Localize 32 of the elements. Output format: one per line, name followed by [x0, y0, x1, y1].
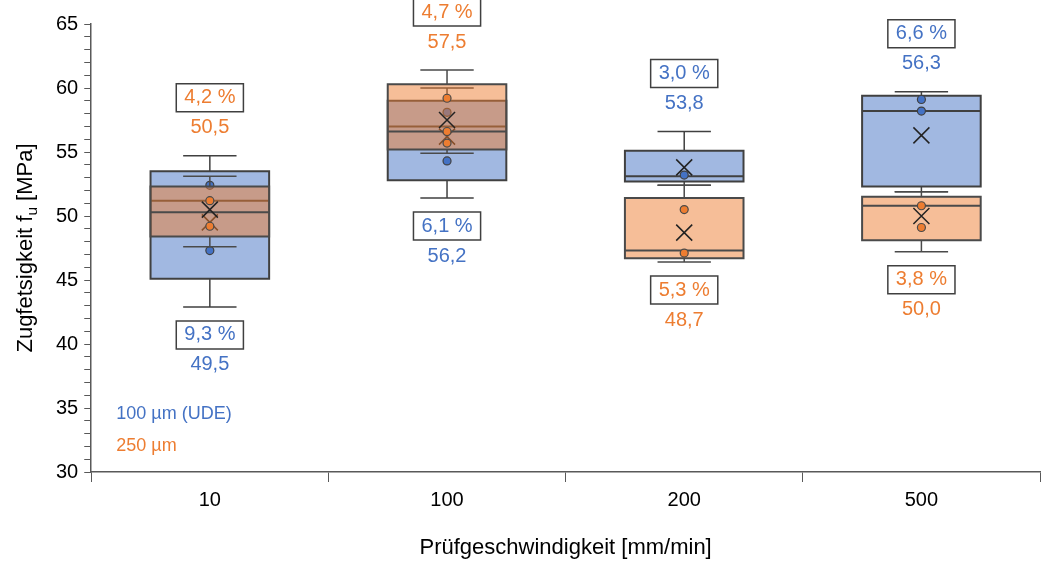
y-tick-label: 30 [56, 459, 79, 482]
y-tick-label: 40 [56, 331, 79, 354]
annotation: 57,5 [427, 29, 467, 52]
annotation: 6,1 % [421, 213, 473, 236]
annotation: 56,2 [427, 243, 467, 266]
annotation: 4,2 % [184, 85, 236, 108]
annotation: 3,0 % [658, 61, 711, 84]
annotation: 53,8 [664, 91, 704, 114]
text: 250 µm [116, 434, 177, 455]
y-tick-label: 55 [56, 139, 79, 162]
annotation: 9,3 % [184, 322, 236, 345]
x-axis-title: Prüfgeschwindigkeit [mm/min] [419, 534, 712, 560]
x-tick-label: 10 [198, 487, 221, 510]
y-tick-label: 45 [56, 267, 79, 290]
annotation: 50,5 [190, 115, 230, 138]
y-tick-label: 65 [56, 11, 79, 34]
annotation: 56,3 [901, 51, 941, 74]
annotation: 50,0 [901, 297, 941, 320]
annotation: 5,3 % [658, 277, 711, 300]
y-tick-label: 60 [56, 75, 79, 98]
x-tick-label: 200 [667, 487, 701, 510]
annotation: 6,6 % [895, 21, 948, 44]
y-tick-label: 50 [56, 203, 79, 226]
annotation: 48,7 [664, 307, 704, 330]
annotation: 3,8 % [895, 267, 948, 290]
y-tick-label: 35 [56, 395, 79, 418]
y-axis-title: Zugfetsigkeit fu [MPa] [12, 143, 40, 353]
x-tick-label: 500 [904, 487, 939, 510]
annotation: 49,5 [190, 352, 230, 375]
x-tick-label: 100 [430, 487, 464, 510]
text: 100 µm (UDE) [116, 402, 232, 423]
text: 4,7 % [421, 0, 473, 22]
